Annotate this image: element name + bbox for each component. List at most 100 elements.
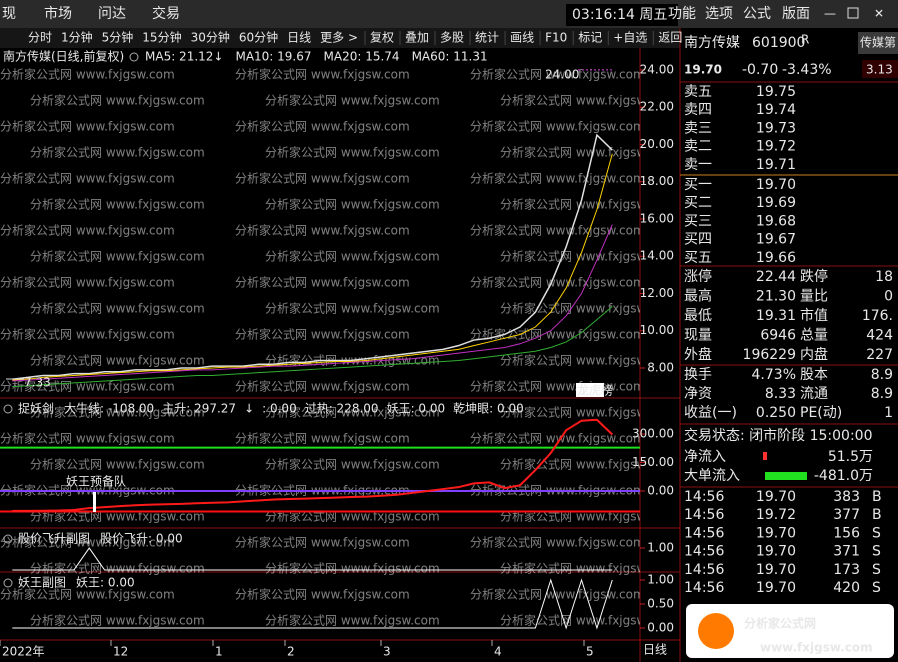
book-label: 买一 xyxy=(684,177,712,193)
stat-value: 21.30 xyxy=(756,289,796,305)
menu-item[interactable]: 版面 xyxy=(782,6,810,22)
period-button[interactable]: 30分钟 xyxy=(191,30,230,45)
period-button[interactable]: 60分钟 xyxy=(239,30,278,45)
trade-volume: 371 xyxy=(833,544,860,560)
book-price: 19.75 xyxy=(756,84,796,100)
stat-label: 净资 xyxy=(684,386,712,402)
watermark: 分析家公式网 www.fxjgsw.com xyxy=(0,223,175,238)
panel-title: 股价飞升副图 xyxy=(18,532,90,546)
period-button[interactable]: 分时 xyxy=(28,31,52,45)
window-icon: ✕ xyxy=(874,7,884,21)
tool-button[interactable]: 叠加 xyxy=(405,31,429,45)
watermark: 分析家公式网 www.fxjgsw.com xyxy=(235,67,410,82)
watermark: 分析家公式网 www.fxjgsw.com xyxy=(235,171,410,186)
icon xyxy=(3,534,13,544)
annotation: 妖王预备队 xyxy=(66,474,126,489)
x-tick-label: 1 xyxy=(215,645,223,659)
watermark: 分析家公式网 www.fxjgsw.com xyxy=(265,301,440,316)
tool-button[interactable]: +自选 xyxy=(613,31,647,45)
icon xyxy=(3,578,13,588)
tool-button[interactable]: 标记 xyxy=(578,31,602,45)
menu-item[interactable]: 交易 xyxy=(152,5,180,22)
trade-time: 14:56 xyxy=(684,544,724,560)
trade-time: 14:56 xyxy=(684,507,724,523)
stat-value: 227 xyxy=(866,347,893,363)
menu-bar xyxy=(0,0,898,28)
y-tick-label: 22.00 xyxy=(640,100,674,114)
watermark: 分析家公式网 www.fxjgsw.com xyxy=(30,613,205,628)
watermark: 分析家公式网 www.fxjgsw.com xyxy=(30,561,205,576)
flag: R xyxy=(801,33,809,47)
period-button[interactable]: 更多 > xyxy=(320,31,358,45)
logo-bg xyxy=(686,604,894,658)
y-tick-label: 150.00 xyxy=(632,455,674,469)
watermark: 分析家公式网 www.fxjgsw.com xyxy=(30,301,205,316)
chart-area: 南方传媒(日线,前复权) MA5: 21.12↓ MA10: 19.67 MA20: … xyxy=(0,49,674,659)
book-label: 买四 xyxy=(684,232,712,248)
book-label: 买三 xyxy=(684,213,712,229)
watermark: 分析家公式网 www.fxjgsw.com xyxy=(30,145,205,160)
watermark: 分析家公式网 www.fxjgsw.com xyxy=(235,431,410,446)
trade-price: 19.70 xyxy=(756,489,796,505)
flow-value: 51.5万 xyxy=(828,449,873,465)
watermark: 分析家公式网 www.fxjgsw.com xyxy=(470,119,645,134)
stat-value: 8.9 xyxy=(871,367,893,383)
menu-item[interactable]: 现 xyxy=(2,6,16,22)
watermark: 分析家公式网 www.fxjgsw.com xyxy=(265,197,440,212)
indicator-label: ↓ xyxy=(244,402,254,416)
watermark: 分析家公式网 www.fxjgsw.com xyxy=(0,379,175,394)
watermark: 分析家公式网 www.fxjgsw.com xyxy=(265,145,440,160)
stat-value: 8.33 xyxy=(765,386,796,402)
watermark: 分析家公式网 www.fxjgsw.com xyxy=(500,353,675,368)
period-button[interactable]: 1分钟 xyxy=(61,30,93,45)
y-tick-label: 10.00 xyxy=(640,323,674,337)
watermark: 分析家公式网 www.fxjgsw.com xyxy=(30,353,205,368)
tool-button[interactable]: 复权 xyxy=(370,31,394,45)
tool-button[interactable]: 返回 xyxy=(658,31,682,45)
period-button[interactable]: 5分钟 xyxy=(102,30,134,45)
book-price: 19.70 xyxy=(756,177,796,193)
side-tab[interactable]: 传媒第 xyxy=(860,35,896,50)
y-tick-label: 0.00 xyxy=(647,483,674,497)
side-value: 3.13 xyxy=(866,63,893,77)
indicator-line xyxy=(12,418,614,512)
tool-button[interactable]: 统计 xyxy=(475,31,499,45)
watermark: 分析家公式网 www.fxjgsw.com xyxy=(0,431,175,446)
ma-label: MA20: 15.74 xyxy=(324,50,400,64)
tool-button[interactable]: 多股 xyxy=(440,31,464,45)
menu-item[interactable]: 选项 xyxy=(705,6,733,22)
stat-value: 22.44 xyxy=(756,269,796,285)
book-label: 卖四 xyxy=(684,102,712,118)
watermark: 分析家公式网 www.fxjgsw.com xyxy=(30,249,205,264)
period-button[interactable]: 日线 xyxy=(287,31,311,45)
price-line xyxy=(12,133,613,380)
watermark: 分析家公式网 www.fxjgsw.com xyxy=(470,327,645,342)
x-tick-label: 4 xyxy=(494,645,502,659)
watermark: 分析家公式网 www.fxjgsw.com xyxy=(235,223,410,238)
clock-box xyxy=(566,4,678,26)
stat-label: 换手 xyxy=(684,366,712,383)
menu-item[interactable]: 公式 xyxy=(743,6,771,22)
stat-value: 1 xyxy=(884,405,893,421)
tool-button[interactable]: F10 xyxy=(545,31,567,45)
indicator-label: 主升: 297.27 xyxy=(162,402,236,416)
x-tick-label: 5 xyxy=(586,645,594,659)
stat-label: 外盘 xyxy=(684,346,712,363)
y-tick-label: 1.00 xyxy=(647,573,674,587)
menu-item[interactable]: 问达 xyxy=(98,6,126,22)
menu-item[interactable]: 功能 xyxy=(668,6,696,22)
book-price: 19.74 xyxy=(756,102,796,118)
watermark: 分析家公式网 www.fxjgsw.com xyxy=(235,327,410,342)
menu-item[interactable]: 市场 xyxy=(44,5,72,22)
tool-button[interactable]: 画线 xyxy=(510,31,534,45)
stat-value: 0 xyxy=(884,289,893,305)
stat-value: 0.250 xyxy=(756,405,796,421)
watermark: 分析家公式网 www.fxjgsw.com xyxy=(0,587,175,602)
stat-value: 424 xyxy=(866,328,893,344)
period-button[interactable]: 15分钟 xyxy=(142,30,181,45)
logo-name: 分析家公式网 xyxy=(744,616,816,631)
stat-label: 现量 xyxy=(684,328,712,344)
toolbar xyxy=(0,28,680,48)
stat-value: 18 xyxy=(875,269,893,285)
trade-volume: 173 xyxy=(833,562,860,578)
